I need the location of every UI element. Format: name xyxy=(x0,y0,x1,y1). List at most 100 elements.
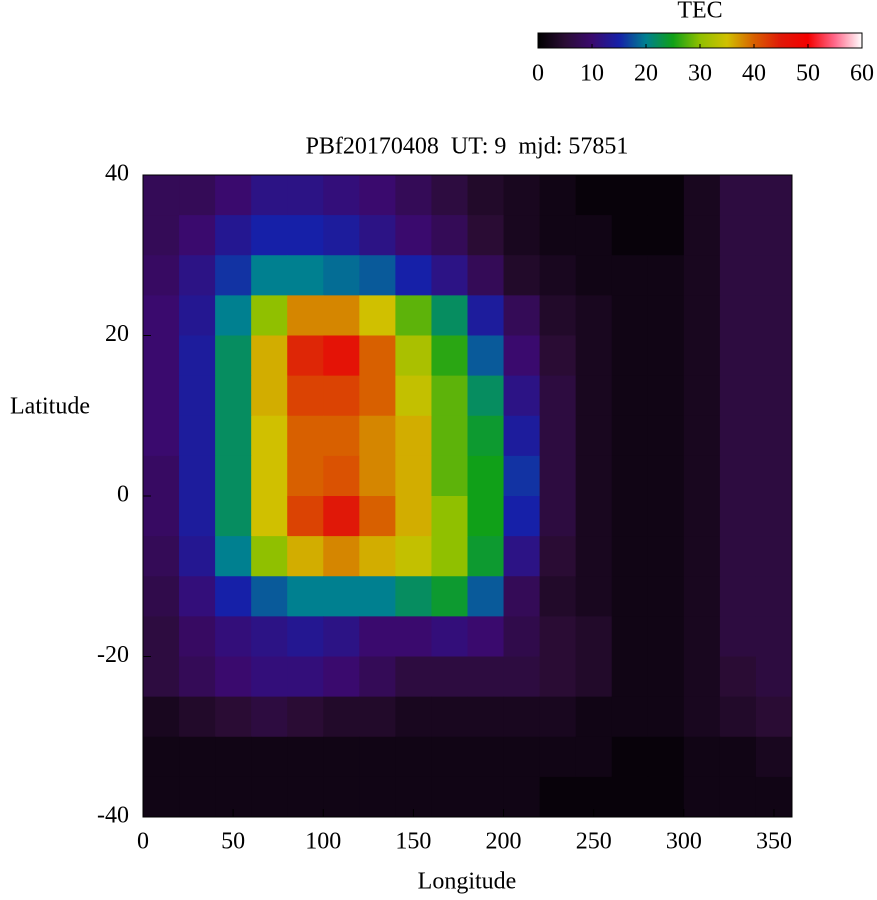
heat-cell xyxy=(611,415,649,457)
heat-cell xyxy=(215,255,252,296)
heat-cell xyxy=(359,776,396,818)
heat-cell xyxy=(215,455,252,497)
heat-cell xyxy=(323,776,360,818)
heat-cell xyxy=(611,175,649,216)
heat-cell xyxy=(719,616,757,657)
heat-cell xyxy=(323,496,360,537)
heat-cell xyxy=(755,576,793,617)
heat-cell xyxy=(431,696,468,738)
heat-cell xyxy=(611,455,649,497)
x-tick-label: 150 xyxy=(395,829,431,855)
heat-cell xyxy=(611,496,649,537)
heat-cell xyxy=(431,536,468,577)
heat-cell xyxy=(179,415,216,457)
heat-cell xyxy=(395,455,432,497)
heat-cell xyxy=(359,375,396,417)
heat-cell xyxy=(179,455,216,497)
heat-cell xyxy=(683,175,721,216)
heat-cell xyxy=(395,576,432,617)
heat-cell xyxy=(395,215,432,256)
heat-cell xyxy=(143,576,180,617)
heat-cell xyxy=(647,776,685,818)
heat-cell xyxy=(539,255,577,296)
x-tick-label: 0 xyxy=(137,829,149,855)
heat-cell xyxy=(179,255,216,296)
heat-cell xyxy=(575,496,613,537)
heat-cell xyxy=(215,335,252,377)
heat-cell xyxy=(503,536,541,577)
heat-cell xyxy=(467,616,505,657)
heat-cell xyxy=(575,215,613,256)
heat-cell xyxy=(179,536,216,577)
heat-cell xyxy=(287,415,324,457)
heat-cell xyxy=(503,455,541,497)
heat-cell xyxy=(575,175,613,216)
heat-cell xyxy=(287,496,324,537)
heat-cell xyxy=(755,496,793,537)
heat-cell xyxy=(503,576,541,617)
heat-cell xyxy=(719,295,757,336)
heat-cell xyxy=(395,295,432,336)
heat-cell xyxy=(683,696,721,738)
heat-cell xyxy=(503,696,541,738)
heat-cell xyxy=(683,536,721,577)
heat-cell xyxy=(719,496,757,537)
heat-cell xyxy=(647,335,685,377)
heat-cell xyxy=(539,576,577,617)
heat-cell xyxy=(359,496,396,537)
heat-cell xyxy=(683,776,721,818)
x-tick-label: 50 xyxy=(221,829,245,855)
heat-cell xyxy=(539,335,577,377)
heat-cell xyxy=(539,415,577,457)
heat-cell xyxy=(287,295,324,336)
heat-cell xyxy=(719,255,757,296)
heat-cell xyxy=(755,616,793,657)
heat-cell xyxy=(215,496,252,537)
heat-cell xyxy=(251,175,288,216)
heat-cell xyxy=(575,375,613,417)
heat-cell xyxy=(755,656,793,698)
heat-cell xyxy=(575,415,613,457)
heat-cell xyxy=(323,415,360,457)
heat-cell xyxy=(467,215,505,256)
heat-cell xyxy=(647,736,685,778)
heat-cell xyxy=(575,656,613,698)
heat-cell xyxy=(143,175,180,216)
heat-cell xyxy=(611,656,649,698)
heat-cell xyxy=(539,656,577,698)
heat-cell xyxy=(647,455,685,497)
heat-cell xyxy=(431,576,468,617)
heat-cell xyxy=(359,415,396,457)
heat-cell xyxy=(143,455,180,497)
heat-cell xyxy=(575,616,613,657)
heat-cell xyxy=(467,375,505,417)
heat-cell xyxy=(575,295,613,336)
heat-cell xyxy=(539,455,577,497)
heat-cell xyxy=(179,616,216,657)
heat-cell xyxy=(431,295,468,336)
heat-cell xyxy=(215,696,252,738)
heat-cell xyxy=(503,496,541,537)
heat-cell xyxy=(323,215,360,256)
heat-cell xyxy=(539,696,577,738)
heat-cell xyxy=(719,736,757,778)
heat-cell xyxy=(683,215,721,256)
heat-cell xyxy=(287,455,324,497)
heat-cell xyxy=(431,656,468,698)
heat-cell xyxy=(503,215,541,256)
heat-cell xyxy=(179,696,216,738)
heat-cell xyxy=(611,375,649,417)
heat-cell xyxy=(287,696,324,738)
heat-cell xyxy=(179,736,216,778)
heat-cell xyxy=(503,375,541,417)
heat-cell xyxy=(503,736,541,778)
heat-cell xyxy=(467,536,505,577)
heat-cell xyxy=(287,175,324,216)
heat-cell xyxy=(575,696,613,738)
x-tick-label: 200 xyxy=(486,829,522,855)
heat-cell xyxy=(395,696,432,738)
heat-cell xyxy=(251,335,288,377)
heat-cell xyxy=(179,175,216,216)
heat-cell xyxy=(755,696,793,738)
heat-cell xyxy=(647,175,685,216)
